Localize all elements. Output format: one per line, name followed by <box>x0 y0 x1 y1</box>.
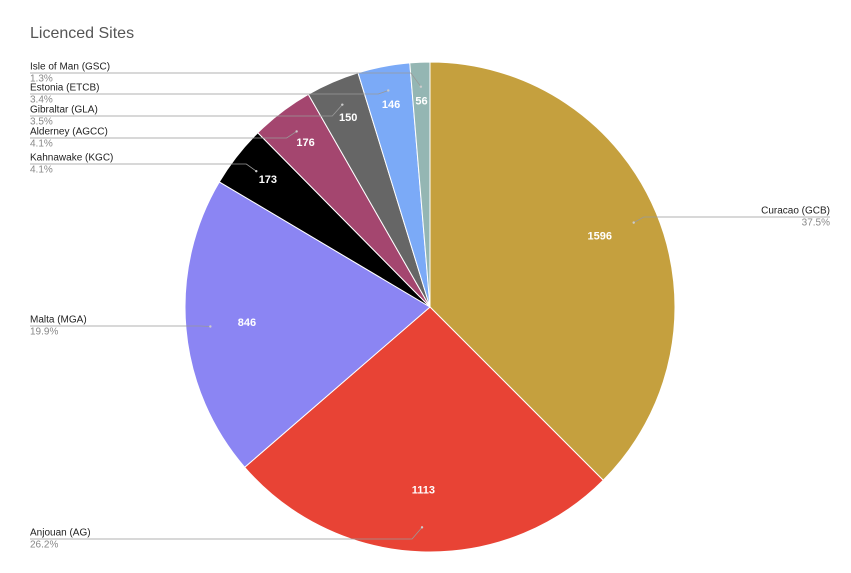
leader-dot <box>209 325 212 328</box>
value-label: 176 <box>296 137 314 149</box>
pie-slice <box>429 61 676 481</box>
value-label: 1113 <box>412 485 435 497</box>
value-label: 173 <box>259 174 277 186</box>
legend-label: Curacao (GCB) <box>761 206 830 217</box>
leader-line <box>30 131 297 139</box>
percent-label: 19.9% <box>30 327 58 338</box>
leader-dot <box>387 89 390 92</box>
value-label: 1596 <box>588 231 612 243</box>
leader-line <box>30 90 389 95</box>
legend-label: Anjouan (AG) <box>30 528 91 539</box>
percent-label: 3.5% <box>30 117 53 128</box>
legend-label: Gibraltar (GLA) <box>30 105 98 116</box>
value-label: 846 <box>238 317 256 329</box>
value-label: 150 <box>339 112 357 124</box>
value-label: 56 <box>415 95 427 107</box>
pie-slice <box>409 61 431 308</box>
percent-label: 37.5% <box>802 218 830 229</box>
leader-dot <box>255 169 258 173</box>
legend-label: Isle of Man (GSC) <box>30 62 110 73</box>
leader-line <box>30 527 423 540</box>
leader-dot <box>295 130 298 133</box>
leader-line <box>30 163 257 172</box>
leader-line <box>633 216 830 223</box>
chart-title: Licenced Sites <box>30 25 134 42</box>
leader-line <box>30 325 211 327</box>
pie-slice <box>184 181 431 468</box>
legend-label: Malta (MGA) <box>30 315 87 326</box>
legend-label: Estonia (ETCB) <box>30 83 99 94</box>
percent-label: 4.1% <box>30 139 53 150</box>
percent-label: 26.2% <box>30 540 58 551</box>
leader-dot <box>632 221 635 224</box>
leader-dot <box>341 103 344 106</box>
percent-label: 3.4% <box>30 95 53 106</box>
percent-label: 1.3% <box>30 74 53 85</box>
pie-slice <box>243 306 604 553</box>
legend-label: Kahnawake (KGC) <box>30 153 113 164</box>
leader-line <box>30 72 422 87</box>
leader-line <box>30 104 343 117</box>
legend-label: Alderney (AGCC) <box>30 127 108 138</box>
leader-dot <box>420 526 424 529</box>
value-label: 146 <box>382 99 400 111</box>
leader-dot <box>419 85 423 88</box>
percent-label: 4.1% <box>30 165 53 176</box>
